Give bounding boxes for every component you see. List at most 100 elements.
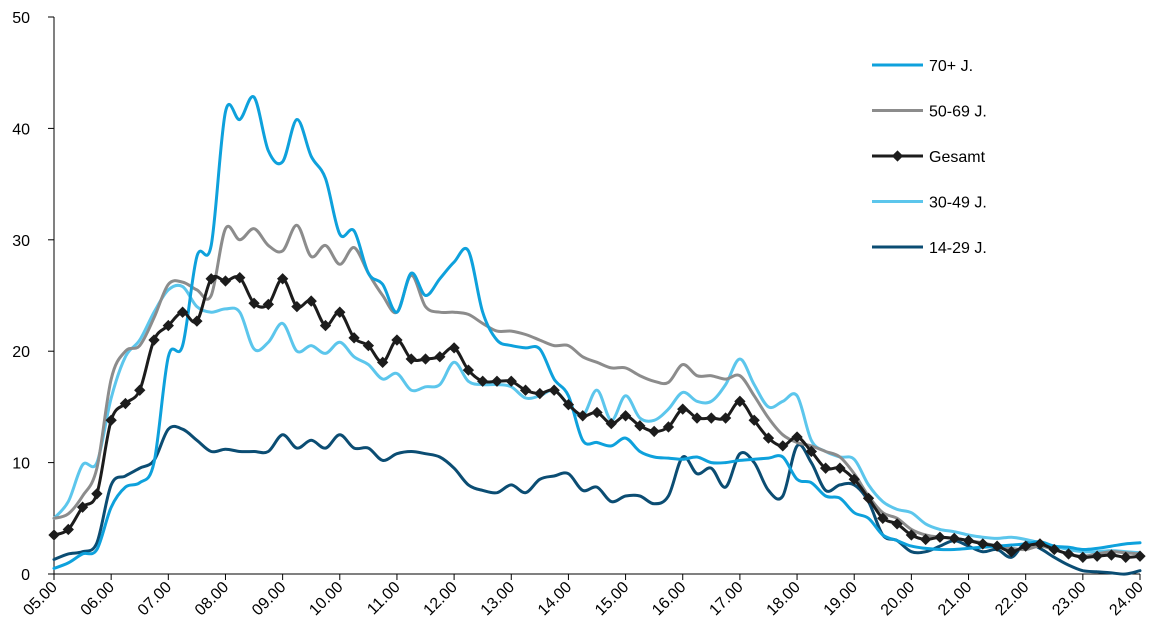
data-point-marker: [662, 421, 675, 433]
x-tick-label: 05.00: [20, 579, 60, 619]
data-point-marker: [205, 273, 217, 285]
data-point-marker: [1020, 540, 1032, 552]
x-tick-label: 19.00: [821, 579, 861, 619]
y-tick-label: 30: [12, 233, 30, 250]
legend-item-gesamt: Gesamt: [872, 149, 986, 166]
x-tick-label: 23.00: [1049, 579, 1089, 619]
data-point-marker: [762, 432, 775, 444]
data-point-marker: [448, 342, 460, 354]
data-point-marker: [334, 306, 346, 318]
y-tick-label: 50: [12, 10, 30, 27]
data-point-marker: [477, 375, 489, 387]
y-tick-label: 20: [12, 344, 30, 361]
data-point-marker: [362, 339, 375, 352]
data-point-marker: [777, 440, 789, 452]
y-tick-label: 40: [12, 121, 30, 138]
data-point-marker: [1105, 549, 1118, 561]
data-point-marker: [634, 420, 646, 432]
x-tick-label: 12.00: [421, 579, 461, 619]
x-tick-label: 18.00: [764, 579, 804, 619]
data-point-marker: [848, 473, 860, 485]
data-point-marker: [748, 414, 760, 426]
data-point-marker: [619, 410, 632, 422]
data-point-marker: [548, 384, 560, 396]
data-point-marker: [191, 315, 203, 327]
data-point-marker: [505, 375, 517, 387]
data-point-marker: [48, 529, 60, 541]
legend-label: 30-49 J.: [929, 195, 987, 212]
data-point-marker: [176, 306, 189, 318]
data-point-marker: [991, 540, 1003, 552]
data-point-marker: [648, 425, 660, 438]
data-point-marker: [291, 300, 303, 313]
data-point-marker: [391, 334, 403, 346]
data-point-marker: [319, 319, 332, 332]
legend-label: 50-69 J.: [929, 104, 987, 121]
x-tick-label: 11.00: [364, 579, 404, 619]
data-point-marker: [577, 410, 589, 422]
series-line-30-49-j: [52, 283, 1142, 555]
legend-label: 14-29 J.: [929, 240, 987, 257]
data-point-marker: [934, 531, 946, 543]
data-point-marker: [1034, 538, 1046, 550]
series-line-14-29-j: [52, 424, 1142, 576]
data-point-marker: [1077, 551, 1089, 563]
series-30-49-j: [52, 283, 1142, 555]
data-point-marker: [948, 532, 960, 545]
data-point-marker: [719, 412, 732, 424]
x-tick-label: 08.00: [192, 579, 232, 619]
x-tick-label: 22.00: [992, 579, 1032, 619]
x-tick-label: 15.00: [592, 579, 632, 619]
data-point-marker: [905, 529, 918, 541]
data-point-marker: [519, 384, 532, 396]
data-point-marker: [1062, 548, 1075, 560]
x-tick-label: 21.00: [935, 579, 975, 619]
x-tick-label: 10.00: [306, 579, 346, 619]
data-point-marker: [977, 538, 989, 550]
x-tick-label: 07.00: [135, 579, 175, 619]
data-point-marker: [962, 534, 975, 547]
x-tick-label: 24.00: [1106, 579, 1146, 619]
data-point-marker: [834, 462, 846, 474]
data-point-marker: [1091, 550, 1103, 562]
data-point-marker: [91, 488, 103, 500]
series-lines: [48, 95, 1146, 576]
x-tick-label: 16.00: [649, 579, 689, 619]
y-tick-label: 10: [12, 456, 30, 473]
legend-item-70-j: 70+ J.: [872, 58, 973, 75]
data-point-marker: [219, 275, 232, 287]
data-point-marker: [1120, 551, 1132, 563]
series-14-29-j: [52, 424, 1142, 576]
legend-item-14-29-j: 14-29 J.: [872, 240, 987, 257]
data-point-marker: [562, 399, 575, 411]
data-point-marker: [677, 403, 689, 415]
data-point-marker: [1048, 543, 1060, 556]
data-point-marker: [377, 356, 389, 368]
data-point-marker: [1005, 546, 1018, 558]
x-tick-label: 17.00: [706, 579, 746, 619]
data-point-marker: [405, 353, 417, 365]
data-point-marker: [891, 518, 903, 530]
x-tick-label: 06.00: [78, 579, 118, 619]
x-tick-label: 14.00: [535, 579, 575, 619]
series-line-70-j: [52, 95, 1142, 570]
data-point-marker: [434, 351, 446, 363]
data-point-marker: [819, 462, 832, 474]
data-point-marker: [305, 295, 317, 307]
data-point-marker: [348, 332, 360, 344]
data-point-marker: [234, 272, 246, 284]
data-point-marker: [491, 375, 503, 387]
legend-label: Gesamt: [929, 149, 986, 166]
data-point-marker: [148, 334, 160, 346]
data-point-marker: [162, 319, 174, 332]
data-point-marker: [462, 364, 475, 376]
x-tick-label: 09.00: [249, 579, 289, 619]
legend-label: 70+ J.: [929, 58, 973, 75]
data-point-marker: [262, 298, 274, 311]
legend-item-50-69-j: 50-69 J.: [872, 104, 987, 121]
data-point-marker: [419, 353, 432, 365]
series-70-j: [52, 95, 1142, 570]
data-point-marker: [877, 512, 889, 524]
legend: 70+ J. 50-69 J. Gesamt 30-49 J. 14-29 J.: [872, 58, 987, 257]
